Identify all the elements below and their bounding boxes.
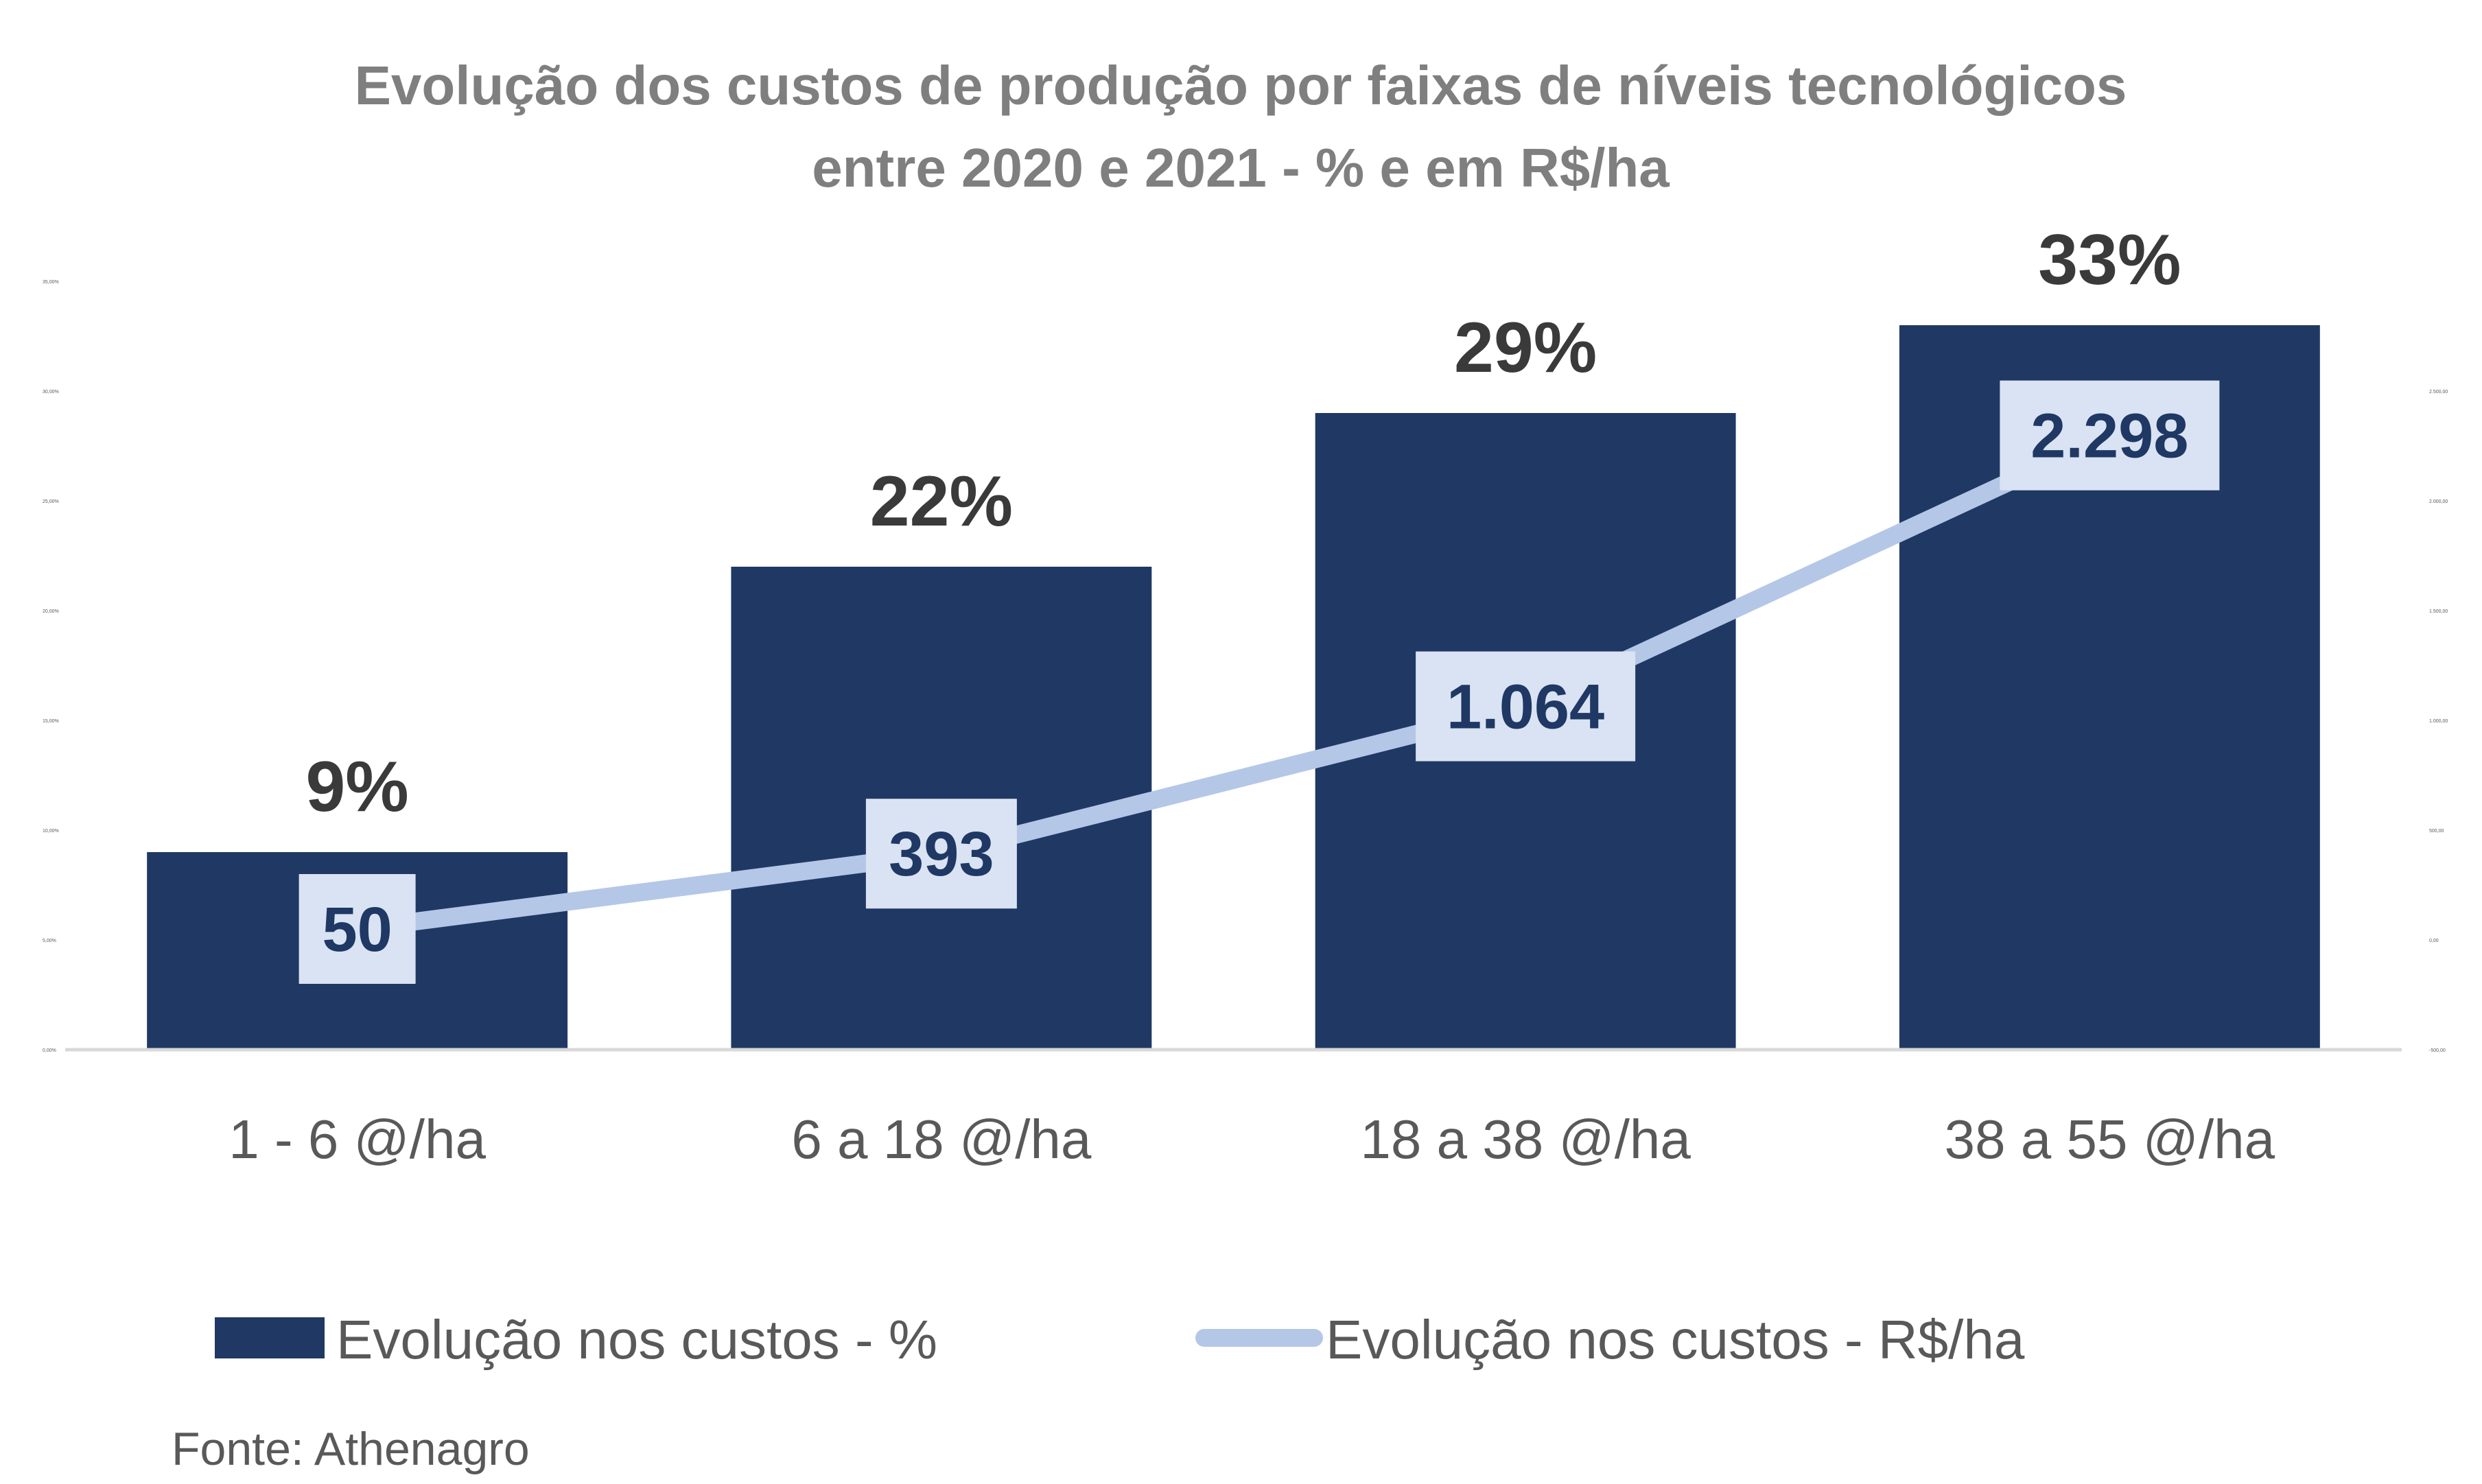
left-tick-label: 35,00% — [43, 280, 59, 285]
line-data-labels: 50 393 1.064 2.298 — [298, 380, 2220, 984]
left-tick-label: 10,00% — [43, 829, 59, 834]
line-label-box — [298, 874, 416, 984]
right-tick-label: 1.000,00 — [2429, 719, 2448, 724]
source-note: Fonte: Athenagro — [172, 1423, 530, 1475]
line-value-label: 1.064 — [1447, 672, 1604, 742]
category-label: 18 a 38 @/ha — [1360, 1109, 1691, 1170]
right-tick-label: 2.500,00 — [2429, 390, 2448, 394]
chart-title: Evolução dos custos de produção por faix… — [355, 55, 2127, 116]
bar-value-label: 29% — [1454, 308, 1597, 388]
category-labels: 1 - 6 @/ha 6 a 18 @/ha 18 a 38 @/ha 38 a 55… — [229, 1109, 2275, 1170]
category-label: 1 - 6 @/ha — [229, 1109, 486, 1170]
legend-swatch-bar — [215, 1317, 325, 1358]
line-value-label: 50 — [322, 895, 392, 965]
left-tick-label: 20,00% — [43, 609, 59, 614]
legend-label-line: Evolução nos custos - R$/ha — [1326, 1309, 2025, 1370]
chart-subtitle: entre 2020 e 2021 - % e em R$/ha — [812, 137, 1670, 198]
right-tick-label: -500,00 — [2429, 1048, 2446, 1053]
right-tick-label: 0,00 — [2429, 939, 2439, 943]
line-label-box — [2000, 380, 2220, 491]
category-label: 38 a 55 @/ha — [1945, 1109, 2275, 1170]
legend: Evolução nos custos - % Evolução nos cus… — [215, 1309, 2025, 1370]
left-tick-label: 15,00% — [43, 719, 59, 724]
left-tick-label: 0,00% — [43, 1048, 56, 1053]
line-value-label: 393 — [889, 819, 994, 889]
line-label-box — [1416, 651, 1636, 762]
bar-series — [147, 325, 2320, 1050]
left-axis-ticks: 0,00% 5,00% 10,00% 15,00% 20,00% 25,00% 30,00%… — [43, 280, 59, 1053]
left-tick-label: 25,00% — [43, 499, 59, 504]
left-tick-label: 5,00% — [43, 939, 56, 943]
bar-data-labels: 9% 22% 29% 33% — [305, 220, 2181, 827]
legend-label-bar: Evolução nos custos - % — [336, 1309, 937, 1370]
line-label-box — [865, 799, 1017, 909]
bar-value-label: 33% — [2038, 220, 2181, 300]
right-tick-label: 1.500,00 — [2429, 609, 2448, 614]
left-tick-label: 30,00% — [43, 390, 59, 394]
line-series — [348, 426, 2119, 938]
bar-value-label: 9% — [305, 747, 408, 827]
right-axis-ticks: -500,00 0,00 500,00 1.000,00 1.500,00 2.000,0… — [2429, 390, 2448, 1053]
line-value-label: 2.298 — [2030, 401, 2188, 471]
category-label: 6 a 18 @/ha — [791, 1109, 1092, 1170]
right-tick-label: 500,00 — [2429, 829, 2444, 834]
bar-value-label: 22% — [870, 462, 1013, 541]
right-tick-label: 2.000,00 — [2429, 499, 2448, 504]
